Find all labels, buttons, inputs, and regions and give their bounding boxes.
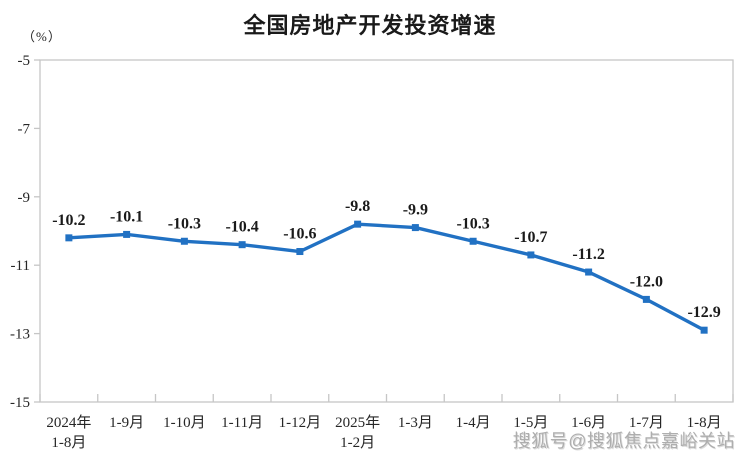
watermark: 搜狐号@搜狐焦点嘉峪关站 [512,431,735,451]
x-axis-label: 1-3月 [398,415,433,431]
data-label: -12.9 [687,304,720,321]
data-label: -11.2 [572,246,604,263]
x-axis-label: 1-6月 [571,415,606,431]
y-axis-unit-label: （%） [22,29,62,44]
data-point-marker [354,220,362,228]
x-axis-label: 1-8月 [51,435,86,451]
x-axis-label: 2025年 [335,414,380,431]
x-axis-label: 1-11月 [221,415,263,431]
y-axis-tick-label: -7 [18,121,31,137]
x-axis-label: 1-10月 [163,415,206,431]
data-label: -9.9 [403,202,428,219]
x-axis-label: 1-9月 [109,415,144,431]
x-axis-label: 1-5月 [513,415,548,431]
data-point-marker [123,230,131,238]
x-axis-label: 1-12月 [279,415,322,431]
data-label: -12.0 [630,273,663,290]
data-label: -10.3 [456,215,489,232]
data-label: -10.4 [225,219,258,236]
y-axis-tick-label: -11 [11,258,30,274]
data-point-marker [585,268,593,276]
data-point-marker [238,241,246,249]
data-point-marker [65,234,73,242]
data-label: -10.3 [168,215,201,232]
x-axis-label: 1-4月 [456,415,491,431]
x-axis-label: 1-2月 [340,435,375,451]
y-axis-tick-label: -13 [10,327,30,343]
x-axis-label: 1-7月 [629,415,664,431]
data-point-marker [296,248,304,256]
y-axis-tick-label: -9 [18,190,31,206]
data-label: -10.1 [110,208,143,225]
chart-title: 全国房地产开发投资增速 [243,13,497,38]
data-label: -10.6 [283,226,316,243]
data-label: -10.7 [514,229,547,246]
data-point-marker [700,326,708,334]
data-label: -10.2 [52,212,85,229]
y-axis-tick-label: -5 [18,53,31,69]
data-point-marker [642,295,650,303]
data-label: -9.8 [345,198,370,215]
plot-border [39,59,734,403]
data-point-marker [411,224,419,232]
data-point-marker [180,237,188,245]
x-axis-label: 2024年 [46,414,91,431]
data-point-marker [527,251,535,259]
x-axis-label: 1-8月 [687,415,722,431]
y-axis-tick-label: -15 [10,395,30,411]
data-point-marker [469,237,477,245]
trend-line [67,222,706,332]
